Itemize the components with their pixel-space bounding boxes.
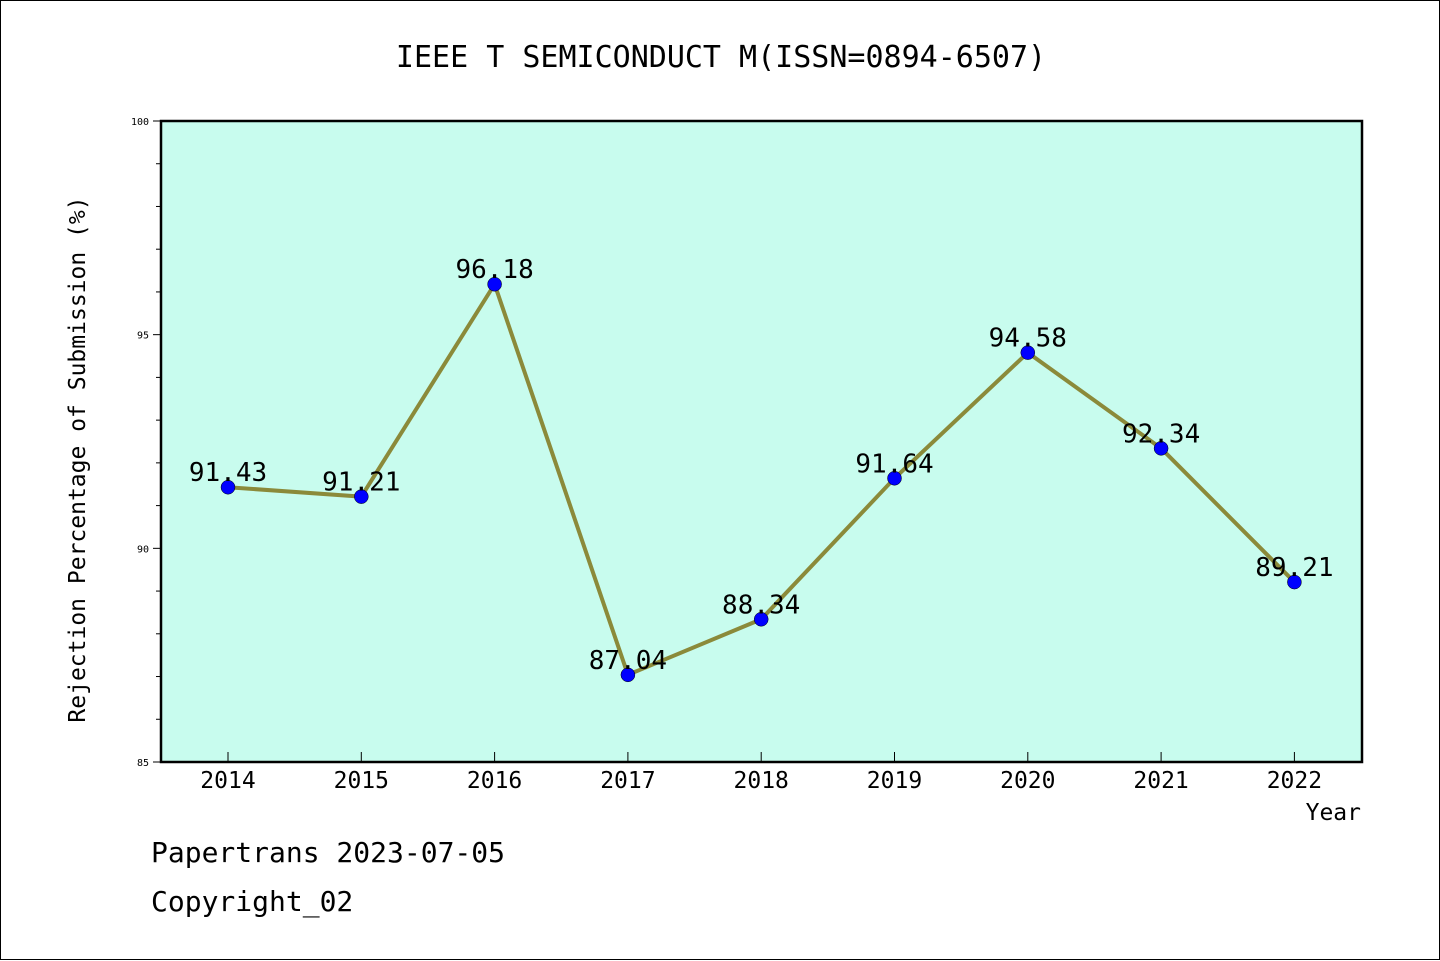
data-label: 91.64 [855,449,933,479]
data-label: 94.58 [989,324,1067,354]
x-tick-label: 2021 [1133,768,1188,794]
x-tick-label: 2020 [1000,768,1055,794]
data-point [1020,345,1036,360]
data-label: 91.21 [322,468,400,498]
data-point [1287,574,1302,590]
chart-title: IEEE T SEMICONDUCT M(ISSN=0894-6507) [396,40,1046,75]
footer-copyright: Copyright_02 [151,885,354,918]
x-tick-label: 2022 [1267,768,1322,794]
data-label: 88.34 [722,590,800,620]
data-point [753,612,769,627]
data-point [354,489,369,504]
data-point [1153,441,1169,456]
y-tick-label: 85 [137,758,149,769]
data-label: 87.04 [589,646,667,676]
data-label: 96.18 [455,255,533,285]
data-point [487,276,502,292]
plot-frame [159,119,1364,764]
x-axis-label: Year [1306,800,1361,826]
data-label: 92.34 [1122,419,1200,449]
x-tick-label: 2019 [867,768,922,794]
x-tick-label: 2016 [467,768,522,794]
x-tick-label: 2018 [734,768,789,794]
x-tick-label: 2017 [600,768,655,794]
footer-watermark: Papertrans 2023-07-05 [151,836,506,869]
data-label: 89.21 [1255,553,1333,583]
x-tick-label: 2014 [200,768,255,794]
data-label: 91.43 [189,458,267,488]
y-tick-label: 100 [131,117,149,128]
y-axis-label: Rejection Percentage of Submission (%) [65,196,91,722]
y-tick-label: 95 [137,331,149,342]
y-tick-label: 90 [137,544,149,555]
x-tick-label: 2015 [334,768,389,794]
data-point [220,479,236,495]
data-point [887,471,902,486]
data-point [620,667,636,683]
